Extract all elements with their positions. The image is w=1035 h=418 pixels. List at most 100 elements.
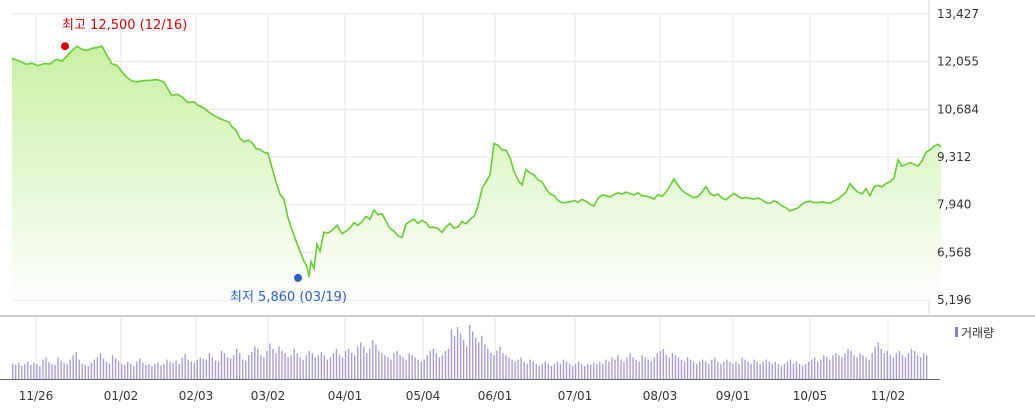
volume-bar — [257, 348, 259, 379]
volume-bar — [36, 363, 38, 379]
y-tick-label: 5,196 — [937, 293, 971, 307]
volume-bar — [792, 363, 795, 379]
y-tick-label: 7,940 — [937, 198, 971, 212]
volume-bar — [605, 359, 607, 379]
volume-bar — [611, 357, 613, 379]
volume-bar — [487, 348, 489, 379]
volume-bar — [160, 365, 162, 379]
volume-bar — [381, 353, 383, 379]
volume-bar — [299, 357, 301, 379]
volume-bar — [502, 353, 504, 379]
volume-bar — [236, 348, 238, 379]
volume-bar — [553, 363, 556, 379]
volume-bar — [556, 361, 559, 379]
volume-bar — [741, 357, 743, 379]
price-area-fill — [12, 46, 941, 301]
volume-bar — [15, 365, 17, 379]
volume-bar — [783, 363, 786, 379]
x-tick-label: 07/01 — [558, 389, 593, 403]
volume-bar — [226, 357, 229, 379]
volume-bar — [78, 359, 80, 379]
y-tick-label: 13,427 — [937, 7, 979, 21]
volume-bar — [711, 359, 713, 379]
volume-bar — [871, 353, 873, 379]
volume-bar — [308, 350, 310, 379]
volume-bar — [847, 348, 849, 379]
x-tick-label: 05/04 — [406, 389, 441, 403]
volume-bar — [329, 357, 332, 379]
volume-bar — [417, 359, 419, 379]
volume-bar — [904, 357, 907, 379]
volume-bar — [272, 348, 274, 379]
volume-bar — [638, 361, 640, 379]
x-tick-label: 03/02 — [251, 389, 286, 403]
volume-bar — [105, 361, 108, 379]
volume-panel: 거래량 — [12, 325, 994, 379]
volume-bar — [199, 357, 201, 379]
volume-bar — [96, 357, 99, 379]
low-marker — [294, 273, 302, 282]
volume-bar — [242, 359, 244, 379]
volume-bar — [886, 350, 888, 379]
volume-bar — [320, 352, 323, 379]
volume-bar — [93, 359, 96, 379]
volume-bar — [366, 353, 368, 379]
volume-bar — [862, 355, 864, 379]
volume-bar — [354, 355, 356, 379]
volume-bar — [532, 361, 534, 379]
volume-bar — [196, 359, 198, 379]
volume-bar — [617, 355, 619, 379]
high-marker — [61, 42, 69, 51]
volume-bar — [490, 353, 492, 379]
x-tick-label: 01/02 — [104, 389, 139, 403]
volume-bar — [344, 350, 347, 379]
volume-bar — [526, 363, 528, 379]
volume-bar — [650, 361, 652, 379]
volume-bar — [635, 359, 637, 379]
price-line — [11, 45, 942, 278]
volume-bar — [435, 353, 438, 379]
volume-bar — [51, 363, 53, 379]
volume-bar — [269, 343, 271, 379]
volume-bar — [178, 363, 180, 379]
volume-bar — [702, 359, 704, 379]
volume-bar — [674, 355, 677, 379]
volume-bar — [505, 355, 507, 379]
volume-bar — [907, 353, 910, 379]
volume-bar — [24, 363, 26, 379]
volume-bar — [608, 361, 610, 379]
volume-bar — [296, 353, 298, 379]
volume-bar — [581, 363, 583, 379]
volume-bar — [57, 357, 59, 379]
volume-bar — [584, 366, 586, 379]
volume-bar — [402, 357, 404, 379]
volume-bar — [732, 363, 734, 379]
volume-bar — [762, 361, 764, 379]
volume-bar — [541, 363, 543, 379]
volume-bar — [829, 359, 831, 379]
volume-bar — [777, 363, 780, 379]
volume-bar — [550, 366, 553, 379]
volume-bar — [254, 346, 256, 379]
volume-bar — [750, 363, 752, 379]
volume-bar — [323, 355, 326, 379]
volume-bar — [832, 355, 834, 379]
volume-bar — [239, 353, 241, 379]
volume-bar — [571, 366, 574, 379]
volume-bar — [729, 361, 731, 379]
volume-bar — [48, 361, 50, 379]
volume-bar — [481, 335, 483, 379]
volume-bar — [335, 348, 338, 379]
volume-bar — [626, 357, 628, 379]
volume-bar — [69, 359, 71, 379]
x-tick-label: 02/03 — [179, 389, 214, 403]
volume-bar — [705, 361, 707, 379]
volume-bar — [756, 361, 758, 379]
volume-bar — [396, 350, 398, 379]
volume-bar — [499, 346, 501, 379]
volume-bar — [696, 363, 698, 379]
volume-bar — [202, 358, 205, 379]
volume-bar — [18, 362, 20, 379]
volume-bar — [232, 355, 235, 379]
volume-bar — [12, 363, 14, 379]
